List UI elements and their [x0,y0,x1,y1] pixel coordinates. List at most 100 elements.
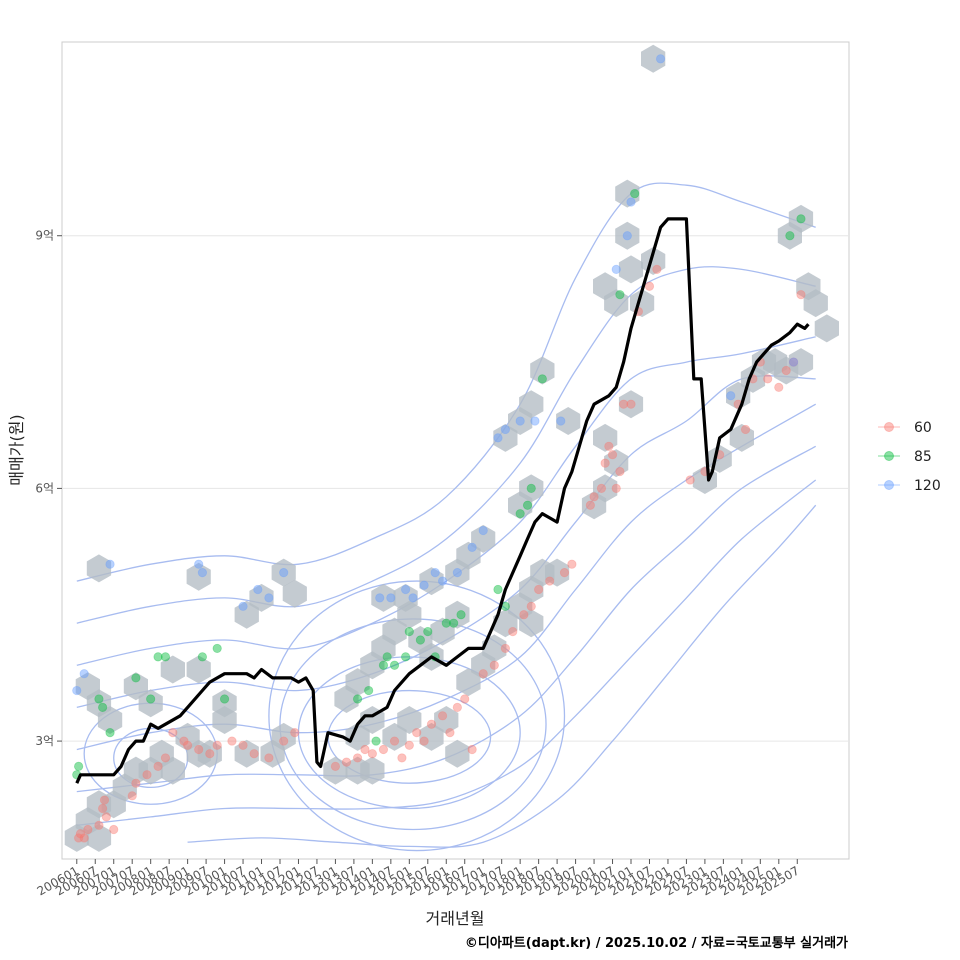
x-axis-ticks: 2006012006072007012007072008012008072009… [35,859,802,899]
point-120-22 [530,416,540,426]
hex-bin-84 [615,179,640,208]
point-60-11 [142,770,152,780]
point-60-13 [160,753,171,763]
legend-label-60: 60 [914,420,932,436]
point-60-46 [508,626,518,637]
point-120-7 [264,593,274,603]
point-60-15 [179,736,189,746]
hex-bin-74 [593,474,618,503]
hex-bins [64,44,839,852]
hex-bin-49 [430,617,455,646]
point-120-15 [437,576,448,586]
legend-key-dot-120 [884,480,894,490]
point-60-55 [596,483,607,494]
point-60-21 [238,740,248,750]
hex-bin-89 [729,423,754,452]
point-60-65 [652,264,662,275]
hex-bin-21 [138,689,163,718]
point-60-43 [478,669,488,679]
point-60-45 [500,643,510,654]
hex-bin-75 [593,423,618,452]
hex-bin-30 [282,579,307,608]
y-axis-ticks: 3억 6억 9억 [35,229,62,748]
point-60-37 [426,719,437,729]
point-120-6 [253,584,263,595]
hex-bin-19 [97,706,123,734]
point-120-0 [72,685,82,696]
point-120-17 [467,542,477,552]
point-60-40 [452,702,462,712]
point-85-20 [415,635,425,645]
hex-bin-28 [249,583,274,612]
point-60-18 [205,749,215,759]
hex-bin-29 [271,558,296,587]
point-120-4 [197,568,208,578]
point-60-66 [685,475,695,485]
hex-bin-51 [371,583,396,612]
hex-bin-16 [271,722,296,751]
point-60-16 [183,740,193,750]
point-60-34 [404,740,414,750]
point-120-18 [478,525,488,536]
hex-bin-33 [360,756,385,785]
point-120-23 [556,416,566,426]
hex-bin-56 [471,524,496,553]
point-60-44 [489,660,499,670]
point-60-22 [249,749,259,759]
density-contour-1 [76,266,816,624]
point-60-10 [131,778,141,788]
hex-bin-76 [604,449,629,478]
hex-bin-26 [186,562,211,591]
point-85-11 [219,694,230,704]
point-85-8 [160,652,171,662]
hex-bin-80 [618,255,644,284]
point-85-24 [449,618,459,628]
point-60-54 [589,492,599,502]
point-60-52 [567,559,577,569]
hex-bin-34 [345,722,370,751]
point-60-30 [367,749,377,759]
point-60-7 [101,812,111,822]
point-60-41 [460,694,470,704]
hex-bin-36 [382,722,407,751]
point-60-73 [763,374,773,384]
point-60-14 [168,728,178,738]
hex-bin-99 [814,314,839,343]
point-85-32 [615,290,625,300]
point-85-3 [98,702,108,712]
hex-bin-60 [493,609,518,638]
point-60-62 [626,399,636,409]
density-contour-6 [76,479,817,826]
point-120-28 [726,391,736,401]
point-120-3 [194,559,204,569]
scatter-points [72,54,806,843]
point-120-27 [655,54,666,64]
point-120-24 [611,264,621,275]
hex-bin-64 [519,609,544,638]
point-60-74 [774,382,784,392]
legend-label-85: 85 [914,449,932,465]
hex-bin-55 [456,541,481,570]
hex-bin-9 [160,756,185,785]
point-60-25 [290,728,300,738]
y-tick-label-1: 6억 [35,481,54,495]
point-60-51 [559,568,570,578]
point-85-21 [423,626,433,637]
point-85-23 [441,618,451,628]
point-85-6 [146,694,156,704]
point-60-5 [98,803,108,814]
point-120-5 [238,601,248,611]
point-60-12 [153,761,163,771]
hex-bin-79 [604,289,629,318]
hex-bin-25 [86,554,112,583]
hex-bin-24 [212,689,237,718]
point-85-17 [389,660,400,670]
hex-bin-69 [519,474,544,503]
point-60-48 [526,601,536,611]
point-60-4 [94,820,104,830]
point-85-12 [352,694,363,704]
hex-bin-65 [493,423,518,452]
x-axis-title: 거래년월 [426,909,485,928]
hex-bin-77 [618,390,644,419]
point-120-19 [493,433,503,443]
